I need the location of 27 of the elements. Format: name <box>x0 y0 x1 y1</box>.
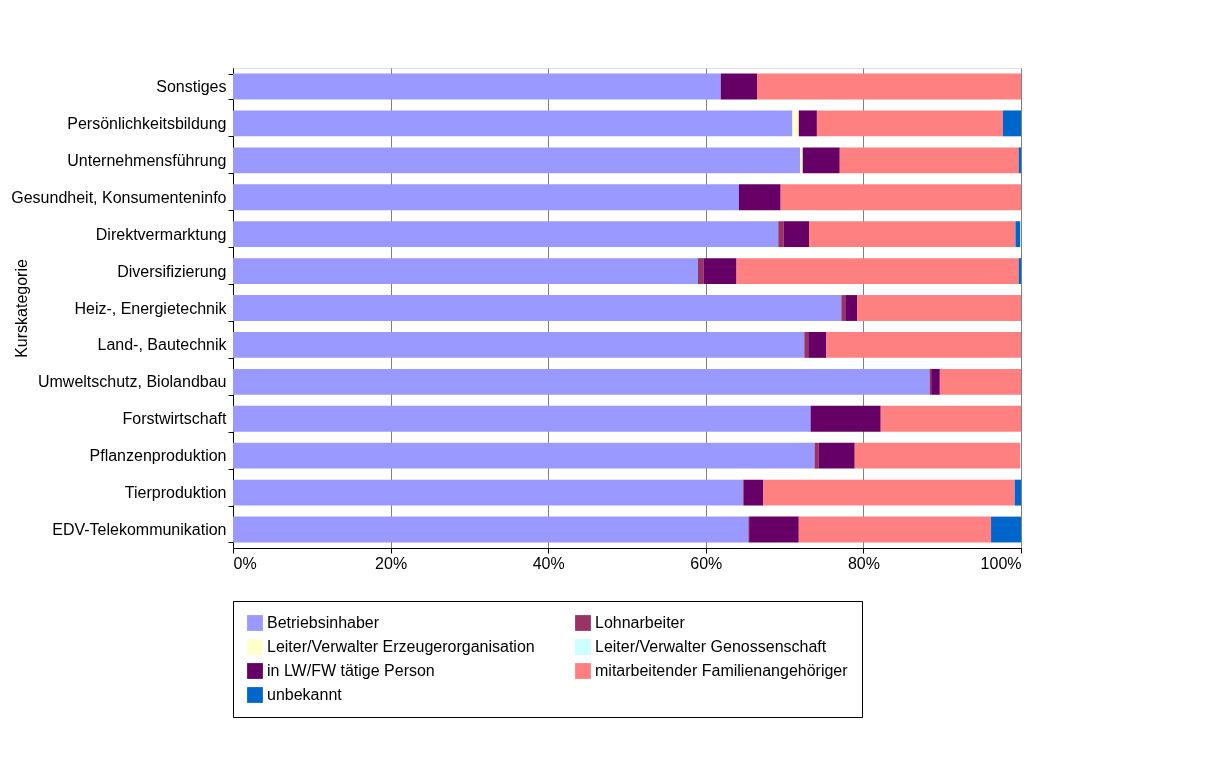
y-tick-label: Persönlichkeitsbildung <box>67 114 227 132</box>
y-tick-label: Tierproduktion <box>124 484 227 502</box>
y-tick-label: Unternehmensführung <box>67 151 227 169</box>
y-tick-label: Forstwirtschaft <box>122 410 228 428</box>
y-tick-label: Diversifizierung <box>117 262 227 280</box>
y-axis-title: Kurskategorie <box>12 259 30 358</box>
y-tick-label: Umweltschutz, Biolandbau <box>37 373 227 391</box>
legend-label: Leiter/Verwalter Genossenschaft <box>595 638 827 655</box>
x-tick-label: 0% <box>233 554 257 572</box>
legend-label: Leiter/Verwalter Erzeugerorganisation <box>267 638 535 655</box>
legend-label: unbekannt <box>267 686 343 703</box>
x-tick-label: 60% <box>690 554 723 572</box>
x-tick-label: 40% <box>532 554 565 572</box>
x-tick-label: 20% <box>375 554 408 572</box>
legend-label: Betriebsinhaber <box>267 614 380 631</box>
legend-label: Lohnarbeiter <box>595 614 686 631</box>
x-tick-label: 100% <box>980 554 1022 572</box>
y-tick-label: EDV-Telekommunikation <box>52 521 227 539</box>
y-tick-label: Land-, Bautechnik <box>97 336 228 354</box>
y-tick-label: Gesundheit, Konsumenteninfo <box>11 188 227 206</box>
y-tick-label: Sonstiges <box>156 77 227 95</box>
y-tick-label: Direktvermarktung <box>95 225 227 243</box>
legend-label: in LW/FW tätige Person <box>267 662 435 679</box>
x-tick-label: 80% <box>847 554 880 572</box>
legend-label: mitarbeitender Familienangehöriger <box>595 662 849 679</box>
y-tick-label: Pflanzenproduktion <box>89 447 227 465</box>
y-tick-label: Heiz-, Energietechnik <box>74 299 228 317</box>
